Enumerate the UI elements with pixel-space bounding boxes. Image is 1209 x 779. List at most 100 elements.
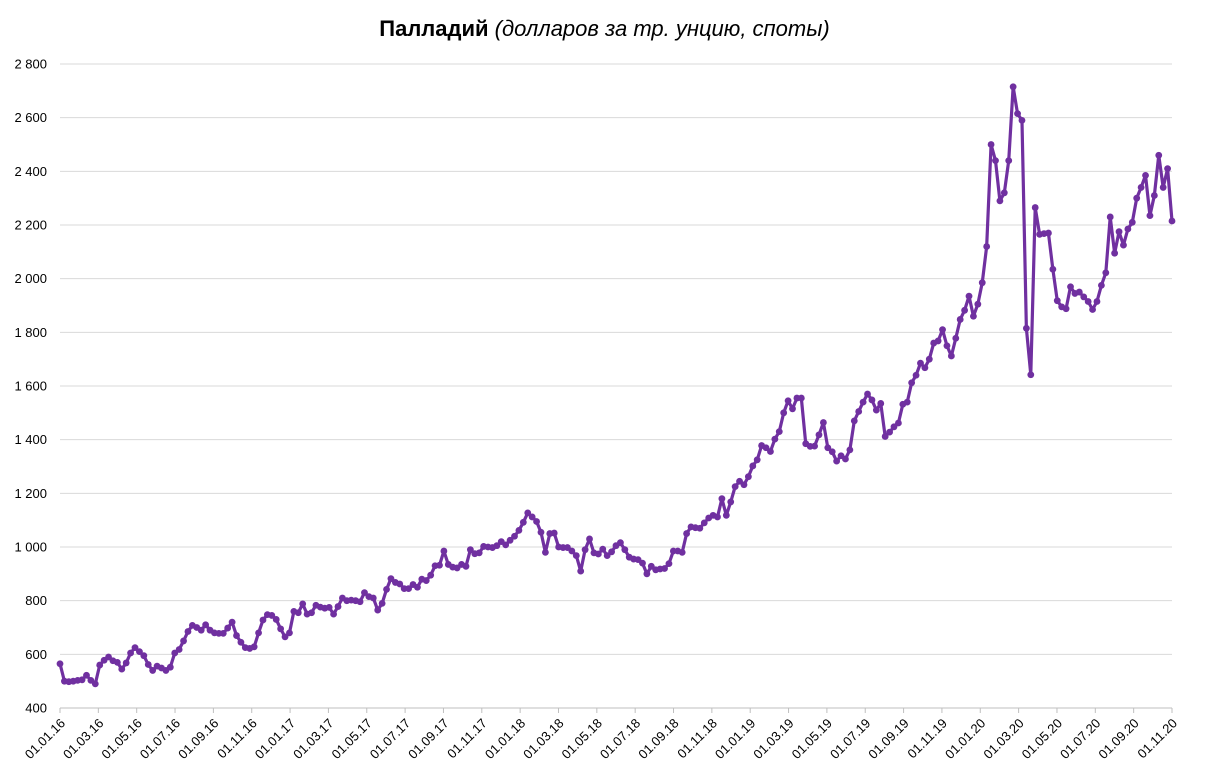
data-point bbox=[890, 423, 898, 431]
data-point bbox=[881, 433, 889, 440]
y-tick-label: 1 800 bbox=[14, 325, 47, 340]
data-point bbox=[330, 610, 337, 618]
data-point bbox=[502, 541, 510, 549]
data-point bbox=[714, 513, 721, 521]
data-point bbox=[511, 532, 518, 540]
data-point bbox=[731, 483, 739, 491]
x-tick-label: 01.03.18 bbox=[520, 716, 566, 762]
data-point bbox=[475, 549, 483, 557]
data-point bbox=[219, 630, 227, 637]
data-point bbox=[233, 632, 240, 639]
data-point bbox=[943, 342, 951, 350]
data-point bbox=[683, 530, 690, 537]
data-point bbox=[1155, 151, 1163, 159]
data-point bbox=[334, 603, 342, 610]
x-tick-label: 01.09.20 bbox=[1095, 716, 1141, 762]
data-point bbox=[956, 316, 964, 323]
x-tick-label: 01.07.17 bbox=[367, 716, 413, 762]
data-point bbox=[1027, 371, 1035, 379]
x-tick-label: 01.09.19 bbox=[865, 716, 911, 762]
y-tick-label: 1 400 bbox=[14, 432, 47, 447]
data-point bbox=[440, 547, 448, 555]
x-tick-label: 01.03.16 bbox=[60, 716, 106, 762]
y-tick-label: 2 200 bbox=[14, 218, 47, 233]
data-point bbox=[1080, 293, 1088, 301]
data-point bbox=[771, 435, 779, 443]
data-point bbox=[970, 312, 977, 320]
data-point bbox=[992, 157, 999, 165]
data-point bbox=[1022, 324, 1030, 332]
x-tick-label: 01.07.18 bbox=[597, 716, 643, 762]
data-point bbox=[820, 419, 827, 426]
data-point bbox=[599, 545, 607, 553]
y-tick-label: 2 400 bbox=[14, 164, 47, 179]
x-tick-label: 01.07.19 bbox=[827, 716, 873, 762]
data-point bbox=[427, 571, 435, 579]
data-point bbox=[815, 431, 823, 439]
data-point bbox=[842, 455, 849, 463]
data-point bbox=[577, 567, 585, 575]
data-point bbox=[1089, 306, 1096, 313]
data-point bbox=[581, 546, 589, 554]
data-point bbox=[665, 560, 673, 568]
data-point bbox=[122, 659, 130, 667]
data-point bbox=[550, 529, 558, 537]
data-point bbox=[374, 606, 382, 614]
data-point bbox=[1164, 165, 1171, 173]
data-point bbox=[228, 618, 236, 626]
data-point bbox=[744, 473, 752, 481]
x-tick-label: 01.09.17 bbox=[405, 716, 451, 762]
data-point bbox=[1018, 116, 1026, 124]
data-point bbox=[1111, 249, 1119, 257]
data-point bbox=[718, 495, 726, 503]
data-point bbox=[983, 243, 991, 250]
data-point bbox=[78, 676, 86, 684]
data-point bbox=[603, 552, 611, 559]
data-point bbox=[1000, 189, 1008, 197]
y-tick-label: 400 bbox=[25, 701, 47, 716]
x-axis-ticks: 01.01.1601.03.1601.05.1601.07.1601.09.16… bbox=[22, 708, 1180, 762]
data-point bbox=[1106, 213, 1114, 221]
data-point bbox=[789, 405, 796, 413]
data-point bbox=[568, 547, 576, 555]
x-tick-label: 01.01.19 bbox=[712, 716, 758, 762]
data-point bbox=[961, 306, 968, 314]
data-point bbox=[113, 658, 121, 666]
x-tick-label: 01.11.16 bbox=[214, 716, 260, 762]
data-point bbox=[965, 292, 973, 300]
data-point bbox=[466, 546, 474, 554]
data-point bbox=[643, 570, 651, 578]
data-point bbox=[864, 390, 871, 398]
data-point bbox=[639, 559, 646, 567]
x-tick-label: 01.11.19 bbox=[904, 716, 950, 762]
data-point bbox=[974, 300, 982, 308]
data-point bbox=[56, 660, 64, 668]
y-tick-label: 1 200 bbox=[14, 486, 47, 501]
data-point bbox=[281, 633, 289, 641]
x-tick-label: 01.05.20 bbox=[1019, 716, 1065, 762]
data-point bbox=[462, 562, 470, 570]
series-line bbox=[58, 85, 1174, 686]
data-point bbox=[877, 400, 885, 407]
data-point bbox=[608, 548, 615, 556]
y-tick-label: 600 bbox=[25, 647, 47, 662]
x-tick-label: 01.01.20 bbox=[942, 716, 988, 762]
data-point bbox=[140, 652, 148, 660]
data-point bbox=[259, 616, 267, 624]
data-point bbox=[700, 519, 708, 527]
data-point bbox=[361, 589, 368, 597]
data-point bbox=[1146, 212, 1154, 220]
data-point bbox=[811, 442, 818, 450]
data-point bbox=[422, 577, 430, 584]
data-point bbox=[118, 665, 126, 673]
data-point bbox=[1084, 298, 1092, 305]
data-point bbox=[939, 326, 946, 334]
data-point bbox=[1120, 241, 1127, 249]
data-point bbox=[294, 609, 302, 617]
data-point bbox=[436, 561, 443, 569]
data-point bbox=[727, 498, 735, 506]
data-point bbox=[1128, 218, 1136, 226]
x-tick-label: 01.07.20 bbox=[1057, 716, 1103, 762]
data-point bbox=[1009, 83, 1017, 91]
